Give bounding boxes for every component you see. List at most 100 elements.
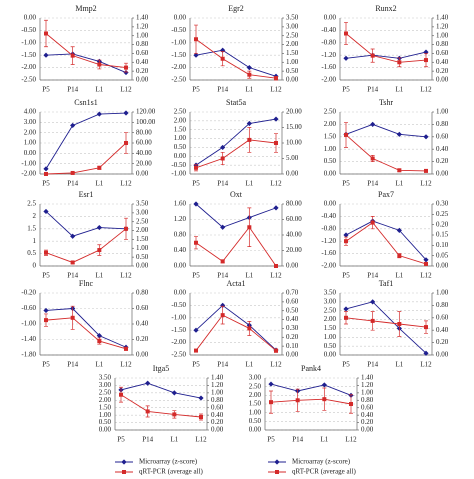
y-tick-label: 1.50 — [324, 132, 337, 140]
y-tick-label: -0.50 — [21, 26, 36, 34]
series-line — [45, 228, 127, 263]
square-marker — [397, 322, 402, 326]
series-line — [270, 398, 352, 405]
square-marker — [269, 400, 273, 405]
y-tick-label: -1.40 — [21, 335, 36, 343]
square-marker — [124, 141, 128, 145]
diamond-marker — [343, 306, 349, 312]
y2-tick-label: 0.50 — [286, 67, 299, 75]
x-tick-label: P5 — [342, 86, 350, 94]
y2-tick-label: 1.20 — [436, 22, 449, 30]
y-tick-label: -1.00 — [171, 38, 186, 46]
square-marker — [124, 65, 128, 70]
y2-tick-label: 20.00 — [286, 246, 302, 254]
x-tick-label: L1 — [95, 272, 103, 280]
square-marker — [247, 137, 252, 142]
y2-tick-label: 0.10 — [436, 241, 449, 249]
y-tick-label: -1.60 — [321, 63, 336, 71]
square-marker — [344, 239, 348, 244]
series-line — [45, 53, 127, 73]
y2-tick-label: 1.20 — [361, 381, 374, 389]
x-tick-label: P14 — [67, 361, 78, 369]
y-tick-label: 1.00 — [24, 139, 37, 147]
panel-title: Mmp2 — [75, 4, 96, 13]
y-tick-label: -0.40 — [321, 212, 336, 220]
y2-tick-label: 1.40 — [436, 14, 449, 22]
y2-tick-label: 0.80 — [436, 301, 449, 309]
y2-tick-label: 0.20 — [436, 157, 449, 165]
x-tick-label: L1 — [320, 436, 328, 444]
y-tick-label: -0.60 — [21, 304, 36, 312]
panel: Pank40.000.501.001.502.002.503.000.000.2… — [249, 364, 374, 444]
y2-tick-label: 1.40 — [211, 374, 224, 382]
y-tick-label: 1.00 — [174, 134, 187, 142]
diamond-marker — [43, 52, 49, 58]
y-tick-label: -2.00 — [21, 63, 36, 71]
y2-tick-label: 1.00 — [286, 58, 299, 66]
y-tick-label: 0.50 — [249, 417, 262, 425]
x-tick-label: L1 — [170, 436, 178, 444]
y-tick-label: 2.00 — [24, 128, 37, 136]
y-tick-label: 1.50 — [174, 125, 187, 133]
square-marker — [172, 412, 177, 417]
y-tick-label: 3.00 — [24, 118, 37, 126]
diamond-marker — [396, 131, 402, 137]
panel-title: Runx2 — [375, 4, 396, 13]
x-tick-label: L1 — [245, 272, 253, 280]
square-marker — [70, 315, 75, 320]
series-line — [45, 33, 127, 69]
y-tick-label: 1.50 — [324, 324, 337, 332]
panel-title: Taf1 — [379, 279, 394, 288]
y-tick-label: 0.00 — [249, 426, 262, 434]
square-marker — [344, 132, 348, 137]
y2-tick-label: 0.00 — [286, 76, 299, 84]
diamond-marker — [198, 395, 204, 401]
x-tick-label: P14 — [292, 436, 303, 444]
y2-tick-label: 0.00 — [436, 76, 449, 84]
y2-tick-label: 0.70 — [286, 289, 299, 297]
diamond-marker — [96, 111, 102, 117]
square-marker — [397, 253, 402, 258]
y2-tick-label: 0.20 — [136, 67, 149, 75]
y2-tick-label: 0.20 — [436, 338, 449, 346]
series-line — [45, 317, 127, 350]
x-tick-label: P5 — [342, 361, 350, 369]
square-marker — [122, 470, 126, 474]
panel: Itga50.000.501.001.502.002.503.003.500.0… — [99, 364, 224, 444]
x-tick-label: L1 — [245, 86, 253, 94]
y2-tick-label: 0.20 — [286, 333, 299, 341]
panel-title: Pank4 — [301, 364, 321, 373]
y-tick-label: 2.00 — [324, 120, 337, 128]
diamond-marker — [121, 459, 127, 465]
y-tick-label: 0.00 — [24, 14, 37, 22]
panel: Csn1s1 -2.00 -1.00 0.00 1.00 2.00 3.00 4.00 0.00… — [21, 98, 155, 188]
panel-title: Pax7 — [378, 190, 394, 199]
panel-title: Egr2 — [228, 4, 244, 13]
series-line — [195, 226, 277, 267]
x-tick-label: L1 — [95, 86, 103, 94]
diamond-marker — [246, 120, 252, 127]
y-tick-label: 0.00 — [174, 289, 187, 297]
x-tick-label: L1 — [395, 180, 403, 188]
square-marker — [194, 240, 198, 245]
y-tick-label: 4.00 — [24, 108, 37, 116]
x-tick-label: P14 — [142, 436, 153, 444]
series-line — [345, 301, 427, 354]
x-tick-label: P14 — [367, 180, 378, 188]
y-tick-label: 2.50 — [324, 108, 337, 116]
y-tick-label: -0.40 — [321, 26, 336, 34]
series-line — [120, 382, 202, 399]
panel: Flnc -1.80 -1.40 -1.00 -0.60 -0.20 0.00 0.20 0.4… — [21, 279, 148, 369]
panel: Acta1-2.50-2.00-1.50-1.00-0.500.000.000.… — [171, 279, 298, 369]
square-marker — [397, 60, 402, 65]
diamond-marker — [171, 390, 177, 396]
panel: Runx2-2.00-1.60-1.20-0.80-0.400.000.000.… — [321, 4, 448, 94]
square-marker — [397, 168, 402, 173]
diamond-marker — [193, 201, 199, 207]
y-tick-label: -2.50 — [171, 76, 186, 84]
series-line — [195, 118, 277, 166]
y2-tick-label: 0.40 — [436, 326, 449, 334]
square-marker — [274, 141, 278, 145]
square-marker — [370, 220, 375, 225]
y2-tick-label: 2.00 — [286, 40, 299, 48]
